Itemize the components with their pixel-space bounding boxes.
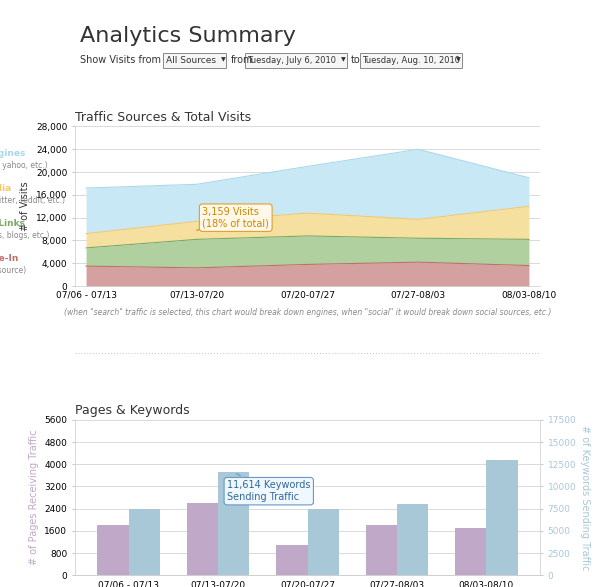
Text: ▼: ▼ [456, 58, 461, 63]
Text: Referring Links: Referring Links [0, 220, 25, 228]
FancyBboxPatch shape [359, 53, 462, 68]
Text: Social Media: Social Media [0, 184, 11, 193]
Text: All Sources: All Sources [166, 56, 215, 65]
Text: (no referring source): (no referring source) [0, 266, 26, 275]
Bar [308, 509, 339, 575]
FancyBboxPatch shape [245, 53, 347, 68]
Bar [97, 525, 128, 575]
Bar [487, 460, 518, 575]
Y-axis label: # of Pages Receiving Traffic: # of Pages Receiving Traffic [29, 430, 39, 565]
Bar [397, 504, 428, 575]
Text: Analytics Summary: Analytics Summary [80, 26, 296, 46]
Text: (when "search" traffic is selected, this chart would break down engines, when "s: (when "search" traffic is selected, this… [64, 308, 551, 317]
Text: 3,159 Visits
(18% of total): 3,159 Visits (18% of total) [197, 207, 269, 230]
Text: (google, bing, yahoo, etc.): (google, bing, yahoo, etc.) [0, 161, 48, 170]
Text: (facebook, twitter, reddit, etc.): (facebook, twitter, reddit, etc.) [0, 196, 65, 205]
Text: 11,614 Keywords
Sending Traffic: 11,614 Keywords Sending Traffic [227, 474, 311, 502]
Text: Traffic Sources & Total Visits: Traffic Sources & Total Visits [75, 111, 251, 124]
Text: Tuesday, July 6, 2010: Tuesday, July 6, 2010 [247, 56, 336, 65]
Text: Search Engines: Search Engines [0, 149, 25, 158]
Text: to: to [351, 55, 361, 65]
Text: ▼: ▼ [221, 58, 225, 63]
Text: from: from [231, 55, 253, 65]
Bar [276, 545, 308, 575]
FancyBboxPatch shape [163, 53, 226, 68]
Text: ▼: ▼ [341, 58, 346, 63]
Bar [365, 525, 397, 575]
Y-axis label: # of Visits: # of Visits [20, 181, 31, 231]
Text: (external links, blogs, etc.): (external links, blogs, etc.) [0, 231, 49, 240]
Text: Pages & Keywords: Pages & Keywords [75, 404, 190, 417]
Y-axis label: # of Keywords Sending Traffic: # of Keywords Sending Traffic [580, 425, 590, 571]
Bar [128, 509, 160, 575]
Bar [455, 528, 487, 575]
Text: Show Visits from: Show Visits from [80, 55, 161, 65]
Text: Tuesday, Aug. 10, 2010: Tuesday, Aug. 10, 2010 [362, 56, 460, 65]
Bar [218, 472, 250, 575]
Bar [187, 503, 218, 575]
Text: Direct/Type-In: Direct/Type-In [0, 254, 19, 264]
